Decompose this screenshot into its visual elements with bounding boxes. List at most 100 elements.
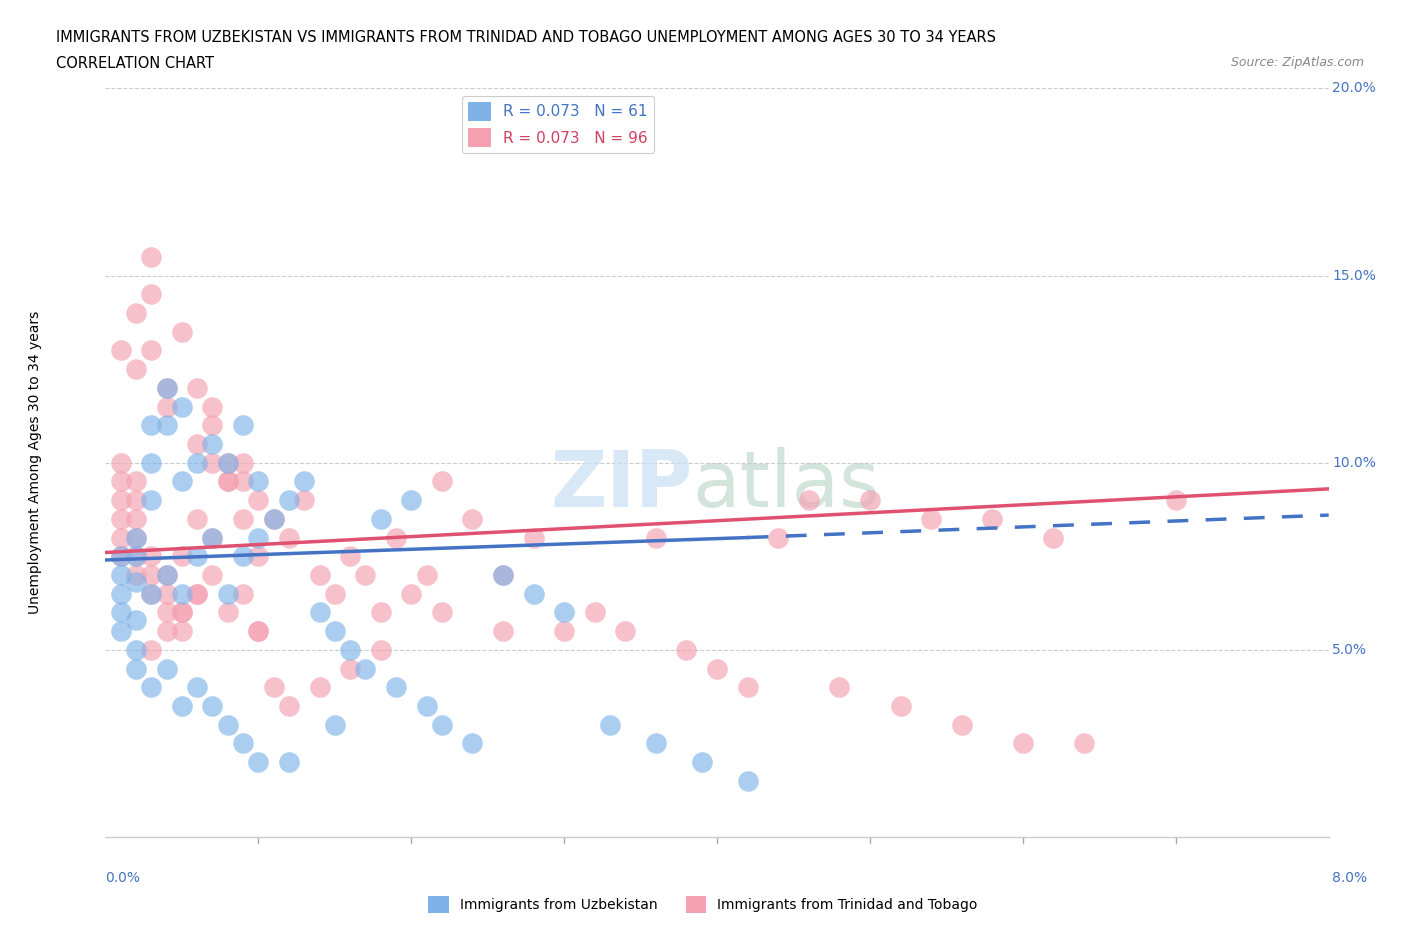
- Point: [170, 399, 193, 414]
- Point: [1011, 736, 1033, 751]
- Point: [354, 567, 377, 582]
- Point: [110, 343, 132, 358]
- Point: [201, 399, 224, 414]
- Point: [186, 680, 208, 695]
- Point: [247, 530, 270, 545]
- Point: [141, 456, 163, 471]
- Point: [110, 605, 132, 620]
- Point: [125, 549, 148, 564]
- Point: [110, 567, 132, 582]
- Point: [614, 624, 637, 639]
- Point: [141, 586, 163, 601]
- Point: [232, 549, 254, 564]
- Point: [385, 530, 408, 545]
- Point: [186, 436, 208, 451]
- Point: [737, 774, 759, 789]
- Point: [553, 624, 575, 639]
- Text: 0.0%: 0.0%: [105, 870, 141, 884]
- Point: [920, 512, 942, 526]
- Point: [170, 605, 193, 620]
- Point: [430, 717, 453, 732]
- Point: [523, 586, 546, 601]
- Point: [155, 605, 177, 620]
- Point: [461, 736, 484, 751]
- Point: [125, 530, 148, 545]
- Point: [690, 755, 713, 770]
- Point: [828, 680, 851, 695]
- Point: [170, 474, 193, 489]
- Point: [155, 567, 177, 582]
- Point: [339, 643, 361, 658]
- Text: IMMIGRANTS FROM UZBEKISTAN VS IMMIGRANTS FROM TRINIDAD AND TOBAGO UNEMPLOYMENT A: IMMIGRANTS FROM UZBEKISTAN VS IMMIGRANTS…: [56, 30, 997, 45]
- Point: [399, 493, 422, 508]
- Point: [201, 418, 224, 432]
- Point: [110, 624, 132, 639]
- Point: [110, 530, 132, 545]
- Point: [125, 362, 148, 377]
- Point: [278, 493, 301, 508]
- Point: [492, 567, 515, 582]
- Point: [232, 474, 254, 489]
- Point: [232, 456, 254, 471]
- Point: [110, 474, 132, 489]
- Point: [141, 680, 163, 695]
- Point: [247, 755, 270, 770]
- Point: [278, 755, 301, 770]
- Point: [768, 530, 790, 545]
- Text: 20.0%: 20.0%: [1333, 81, 1376, 96]
- Point: [141, 643, 163, 658]
- Point: [125, 643, 148, 658]
- Text: 5.0%: 5.0%: [1333, 643, 1368, 657]
- Point: [125, 567, 148, 582]
- Point: [492, 624, 515, 639]
- Point: [155, 661, 177, 676]
- Point: [797, 493, 820, 508]
- Point: [186, 380, 208, 395]
- Point: [141, 343, 163, 358]
- Point: [155, 624, 177, 639]
- Point: [308, 680, 330, 695]
- Point: [217, 456, 239, 471]
- Point: [217, 605, 239, 620]
- Point: [201, 530, 224, 545]
- Point: [247, 474, 270, 489]
- Point: [217, 586, 239, 601]
- Point: [170, 698, 193, 713]
- Point: [278, 698, 301, 713]
- Point: [981, 512, 1004, 526]
- Point: [125, 493, 148, 508]
- Point: [859, 493, 882, 508]
- Point: [1164, 493, 1187, 508]
- Point: [125, 661, 148, 676]
- Point: [186, 549, 208, 564]
- Point: [339, 661, 361, 676]
- Point: [737, 680, 759, 695]
- Point: [110, 493, 132, 508]
- Point: [201, 436, 224, 451]
- Legend: Immigrants from Uzbekistan, Immigrants from Trinidad and Tobago: Immigrants from Uzbekistan, Immigrants f…: [423, 890, 983, 919]
- Point: [217, 456, 239, 471]
- Point: [170, 605, 193, 620]
- Point: [141, 549, 163, 564]
- Point: [141, 586, 163, 601]
- Point: [125, 575, 148, 590]
- Point: [125, 613, 148, 628]
- Point: [461, 512, 484, 526]
- Point: [889, 698, 911, 713]
- Text: CORRELATION CHART: CORRELATION CHART: [56, 56, 214, 71]
- Point: [217, 717, 239, 732]
- Point: [186, 586, 208, 601]
- Point: [125, 530, 148, 545]
- Point: [675, 643, 697, 658]
- Point: [415, 698, 437, 713]
- Point: [217, 474, 239, 489]
- Point: [141, 493, 163, 508]
- Point: [278, 530, 301, 545]
- Text: 8.0%: 8.0%: [1333, 870, 1368, 884]
- Point: [430, 605, 453, 620]
- Point: [263, 680, 285, 695]
- Point: [323, 586, 346, 601]
- Point: [125, 474, 148, 489]
- Point: [170, 586, 193, 601]
- Point: [155, 418, 177, 432]
